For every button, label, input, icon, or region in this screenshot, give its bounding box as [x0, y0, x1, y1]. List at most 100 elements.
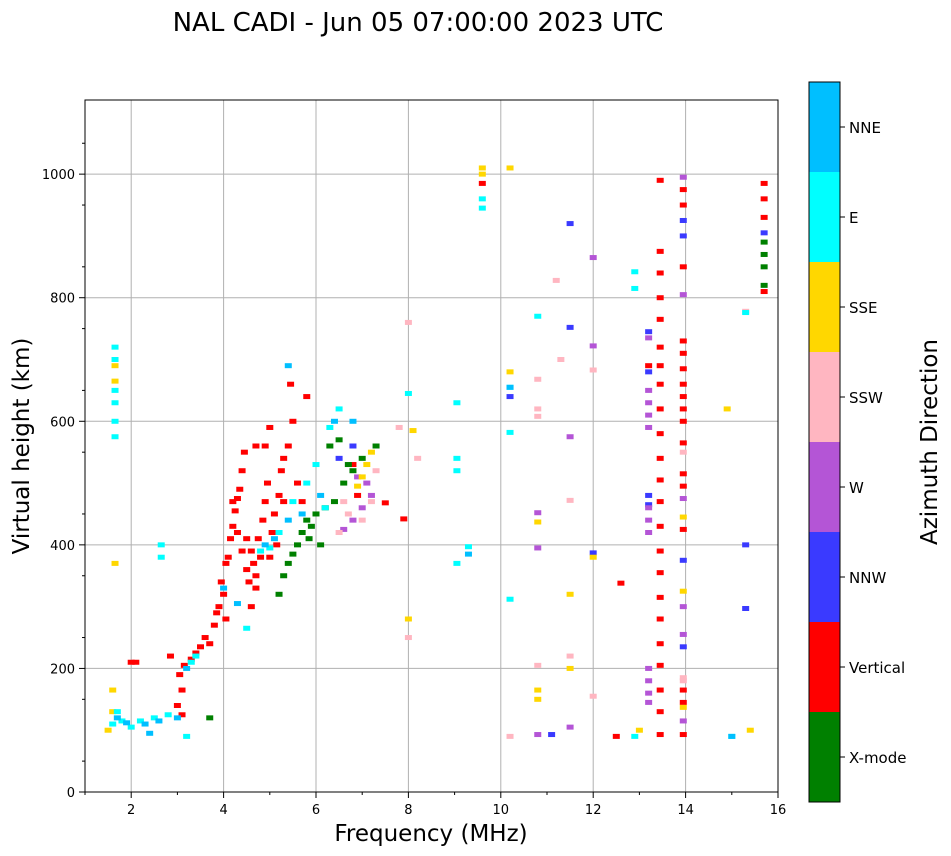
point-w: [645, 505, 652, 510]
point-vertical: [259, 518, 266, 523]
point-vertical: [176, 672, 183, 677]
point-nnw: [645, 493, 652, 498]
point-vertical: [657, 345, 664, 350]
point-vertical: [657, 249, 664, 254]
point-ssw: [567, 498, 574, 503]
point-vertical: [280, 456, 287, 461]
point-e: [114, 709, 121, 714]
data-marks: [105, 165, 768, 738]
colorbar-label-x-mode: X-mode: [849, 749, 906, 767]
point-vertical: [303, 394, 310, 399]
point-ssw: [405, 320, 412, 325]
x-axis-label: Frequency (MHz): [334, 821, 527, 847]
colorbar-swatch: [809, 532, 840, 622]
point-e: [112, 434, 119, 439]
point-e: [276, 530, 283, 535]
point-nne: [317, 493, 324, 498]
point-w: [680, 718, 687, 723]
x-tick-label: 14: [677, 803, 694, 818]
point-w: [680, 496, 687, 501]
point-sse: [105, 728, 112, 733]
point-x-mode: [306, 536, 313, 541]
point-nne: [331, 419, 338, 424]
point-e: [257, 549, 264, 554]
point-vertical: [657, 271, 664, 276]
x-axis: 2 4 6 8 10 12 14 16: [85, 792, 786, 818]
point-e: [742, 310, 749, 315]
point-vertical: [680, 406, 687, 411]
point-sse: [534, 519, 541, 524]
point-vertical: [400, 516, 407, 521]
point-nne: [349, 419, 356, 424]
point-vertical: [248, 604, 255, 609]
point-sse: [410, 428, 417, 433]
point-ssw: [336, 530, 343, 535]
point-ssw: [590, 694, 597, 699]
point-vertical: [250, 561, 257, 566]
point-sse: [747, 728, 754, 733]
point-nne: [183, 666, 190, 671]
point-nnw: [742, 542, 749, 547]
point-vertical: [243, 567, 250, 572]
point-vertical: [271, 511, 278, 516]
point-w: [645, 691, 652, 696]
point-w: [645, 388, 652, 393]
point-vertical: [645, 363, 652, 368]
point-vertical: [227, 536, 234, 541]
point-e: [112, 419, 119, 424]
point-e: [243, 626, 250, 631]
point-sse: [109, 688, 116, 693]
point-e: [479, 206, 486, 211]
point-ssw: [534, 377, 541, 382]
point-vertical: [213, 610, 220, 615]
point-x-mode: [280, 573, 287, 578]
point-vertical: [262, 444, 269, 449]
point-vertical: [657, 709, 664, 714]
point-vertical: [252, 573, 259, 578]
point-e: [405, 391, 412, 396]
point-w: [567, 725, 574, 730]
point-vertical: [132, 660, 139, 665]
point-vertical: [657, 431, 664, 436]
point-vertical: [232, 508, 239, 513]
colorbar-swatch: [809, 262, 840, 352]
point-vertical: [179, 688, 186, 693]
point-w: [534, 545, 541, 550]
point-x-mode: [299, 530, 306, 535]
point-vertical: [680, 187, 687, 192]
point-e: [631, 286, 638, 291]
point-vertical: [248, 549, 255, 554]
point-w: [359, 505, 366, 510]
point-vertical: [197, 644, 204, 649]
point-w: [680, 292, 687, 297]
point-sse: [680, 589, 687, 594]
point-x-mode: [294, 542, 301, 547]
point-vertical: [657, 317, 664, 322]
point-e: [507, 430, 514, 435]
x-tick-label: 2: [127, 803, 135, 818]
point-vertical: [657, 382, 664, 387]
point-sse: [534, 688, 541, 693]
ionogram-chart: NAL CADI - Jun 05 07:00:00 2023 UTC 2468…: [0, 0, 951, 856]
point-nne: [220, 586, 227, 591]
point-x-mode: [276, 592, 283, 597]
point-vertical: [252, 444, 259, 449]
point-vertical: [680, 527, 687, 532]
point-vertical: [657, 477, 664, 482]
colorbar-label-e: E: [849, 209, 858, 227]
y-tick-label: 800: [50, 292, 75, 307]
y-axis-label: Virtual height (km): [9, 338, 35, 555]
point-vertical: [229, 524, 236, 529]
point-nnw: [336, 456, 343, 461]
point-ssw: [396, 425, 403, 430]
colorbar-swatch: [809, 82, 840, 172]
point-nnw: [349, 444, 356, 449]
point-vertical: [222, 617, 229, 622]
point-nne: [262, 542, 269, 547]
point-vertical: [257, 555, 264, 560]
point-vertical: [252, 586, 259, 591]
point-vertical: [287, 382, 294, 387]
point-vertical: [761, 215, 768, 220]
point-nnw: [590, 550, 597, 555]
point-w: [680, 632, 687, 637]
